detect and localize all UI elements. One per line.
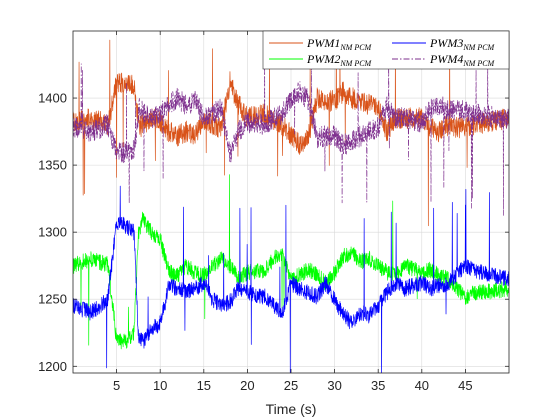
legend-box	[262, 30, 510, 70]
x-tick-label: 10	[153, 378, 167, 393]
y-tick-label: 1250	[38, 292, 67, 307]
x-tick-label: 15	[197, 378, 211, 393]
legend-label-pwm3: PWM3NM PCM	[429, 36, 496, 52]
x-tick-label: 25	[284, 378, 298, 393]
y-tick-label: 1200	[38, 359, 67, 374]
series-line-pwm3	[73, 185, 509, 373]
series-line-pwm2	[73, 174, 509, 350]
x-tick-label: 40	[415, 378, 429, 393]
legend-label-pwm1: PWM1NM PCM	[306, 36, 373, 52]
x-tick-label: 30	[327, 378, 341, 393]
y-tick-label: 1300	[38, 225, 67, 240]
x-axis-label: Time (s)	[266, 401, 317, 417]
y-tick-label: 1400	[38, 91, 67, 106]
series-line-pwm4	[73, 40, 509, 216]
series-line-pwm1	[73, 31, 509, 227]
x-tick-label: 20	[240, 378, 254, 393]
series-group	[73, 31, 509, 373]
legend: PWM1NM PCM PWM3NM PCM PWM2NM PCM PWM4NM PCM	[262, 30, 510, 70]
y-tick-label: 1350	[38, 158, 67, 173]
x-tick-label: 5	[113, 378, 120, 393]
legend-label-pwm2: PWM2NM PCM	[306, 52, 373, 68]
x-tick-label: 35	[371, 378, 385, 393]
legend-label-pwm4: PWM4NM PCM	[429, 52, 496, 68]
ticks: 5 10 15 20 25 30 35 40 45 1200 1250 1300 1350 1400	[38, 31, 509, 393]
x-tick-label: 45	[458, 378, 472, 393]
